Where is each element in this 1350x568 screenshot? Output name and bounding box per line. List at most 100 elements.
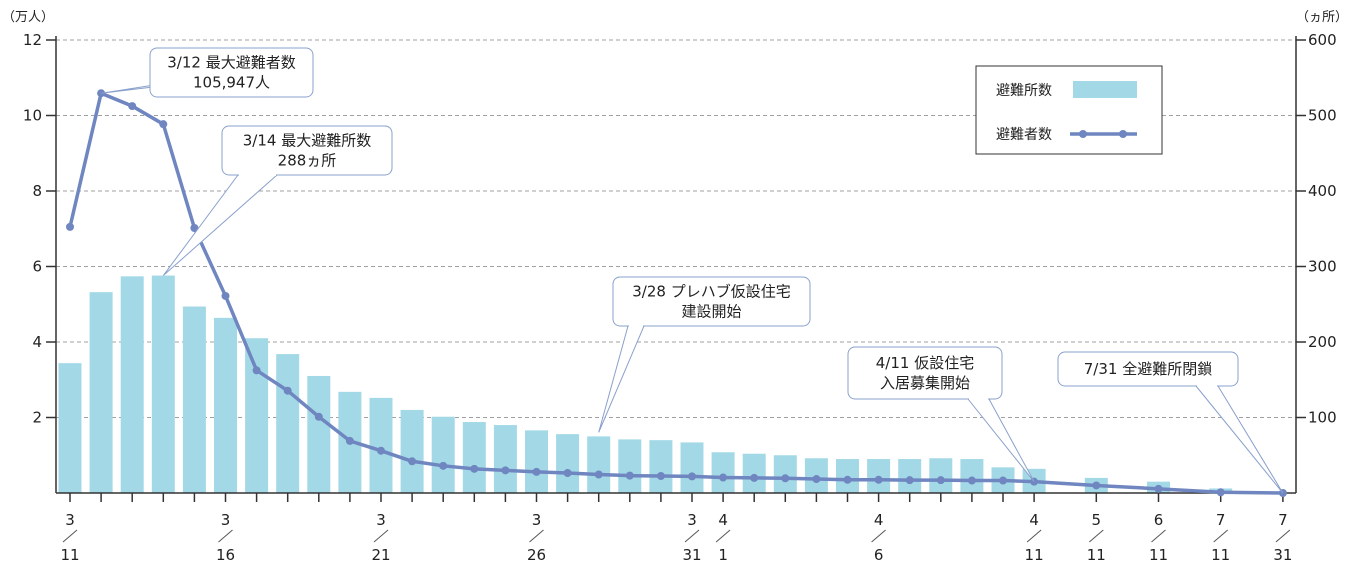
line-point xyxy=(843,475,852,484)
line-point xyxy=(314,412,323,421)
x-tick-label: 4 11 xyxy=(1025,511,1044,564)
x-tick-slash xyxy=(62,529,78,543)
x-tick-slash xyxy=(1275,529,1291,543)
line-point xyxy=(936,476,945,485)
line-point xyxy=(1154,484,1163,493)
legend-line-point xyxy=(1079,130,1087,138)
line-point xyxy=(159,120,168,129)
line-point xyxy=(470,464,479,473)
bar xyxy=(929,458,953,493)
line-point xyxy=(190,223,199,232)
legend-bar-swatch xyxy=(1073,81,1137,98)
bar xyxy=(618,439,642,493)
callout-text: 3/14 最大避難所数 xyxy=(243,132,371,150)
x-tick-label: 6 11 xyxy=(1149,511,1168,564)
bar xyxy=(58,363,82,493)
line-point xyxy=(625,471,634,480)
right-tick-label: 400 xyxy=(1308,182,1337,200)
right-tick-label: 300 xyxy=(1308,258,1337,276)
line-point xyxy=(345,436,354,445)
legend-line-point xyxy=(1119,130,1127,138)
x-tick-slash xyxy=(684,529,700,543)
x-tick-day: 11 xyxy=(1211,546,1230,564)
right-axis-unit: （ヵ所） xyxy=(1296,10,1348,25)
bar xyxy=(462,422,486,493)
line-point xyxy=(532,467,541,476)
x-tick-label: 3 31 xyxy=(682,511,701,564)
line-point xyxy=(283,386,292,395)
left-tick-label: 2 xyxy=(32,409,42,427)
callout-text: 7/31 全避難所閉鎖 xyxy=(1084,360,1212,378)
line-path xyxy=(68,91,1283,495)
legend-line-label: 避難者数 xyxy=(996,127,1052,143)
callouts: 3/12 最大避難者数 105,947人 3/14 最大避難所数 288ヵ所 3/28 … xyxy=(101,47,1284,494)
x-tick-label: 7 31 xyxy=(1273,511,1292,564)
callout-pointer xyxy=(1194,385,1284,494)
x-tick-label: 3 16 xyxy=(216,511,235,564)
line-series xyxy=(66,89,1287,497)
callout: 3/14 最大避難所数 288ヵ所 xyxy=(162,125,393,276)
x-tick-label: 7 11 xyxy=(1211,511,1230,564)
bar xyxy=(182,306,206,493)
callout-pointer xyxy=(162,174,279,276)
x-tick-day: 11 xyxy=(1149,546,1168,564)
bar xyxy=(493,425,517,493)
callout-box xyxy=(612,276,811,327)
line-point xyxy=(656,472,665,481)
line-point xyxy=(594,470,603,479)
bar xyxy=(525,430,548,493)
callout-text: 3/12 最大避難者数 xyxy=(167,54,295,72)
bar xyxy=(587,436,611,493)
line-point xyxy=(501,466,510,475)
bar xyxy=(742,453,766,493)
x-tick-day: 31 xyxy=(682,546,701,564)
callout-text: 288ヵ所 xyxy=(278,152,337,170)
legend-bar-label: 避難所数 xyxy=(996,83,1052,99)
x-tick-day: 26 xyxy=(527,546,546,564)
left-axis-unit: （万人） xyxy=(2,10,54,25)
x-tick-day: 21 xyxy=(371,546,390,564)
line-point xyxy=(688,472,696,481)
left-tick-label: 10 xyxy=(23,107,42,125)
bar-series xyxy=(58,275,1233,493)
x-tick-slash xyxy=(1026,529,1042,543)
bar xyxy=(431,416,455,493)
x-tick-label: 41 xyxy=(715,511,731,564)
x-tick-day: 11 xyxy=(60,546,79,564)
line-point xyxy=(563,468,572,477)
right-tick-label: 200 xyxy=(1308,333,1337,351)
x-tick-month: 3 xyxy=(532,511,542,529)
left-tick-label: 8 xyxy=(32,182,42,200)
bar xyxy=(649,440,673,493)
x-tick-month: 7 xyxy=(1216,511,1226,529)
line-point xyxy=(221,291,230,300)
x-tick-label: 5 11 xyxy=(1087,511,1106,564)
line-point xyxy=(128,102,137,111)
x-tick-slash xyxy=(1151,529,1166,543)
right-tick-label: 600 xyxy=(1308,31,1337,49)
bar xyxy=(556,434,580,493)
bar xyxy=(960,459,984,493)
line-point xyxy=(1092,481,1101,490)
line-point xyxy=(781,474,790,483)
x-tick-slash xyxy=(373,529,389,543)
bar xyxy=(120,276,144,493)
line-point xyxy=(719,473,728,482)
bar xyxy=(369,397,393,493)
line-point xyxy=(750,473,759,482)
bar xyxy=(711,452,735,493)
bar xyxy=(400,409,424,493)
x-tick-slash xyxy=(871,529,886,543)
x-tick-day: 31 xyxy=(1273,546,1292,564)
line-point xyxy=(905,476,914,485)
line-point xyxy=(439,461,448,470)
x-tick-month: 7 xyxy=(1278,511,1288,529)
bar xyxy=(151,275,175,493)
line-point xyxy=(252,366,261,375)
axes: 2 100 4 200 6 300 8 400 10 500 12 600 xyxy=(23,31,1337,502)
bar xyxy=(245,338,269,493)
x-tick-label: 3 11 xyxy=(60,511,79,564)
